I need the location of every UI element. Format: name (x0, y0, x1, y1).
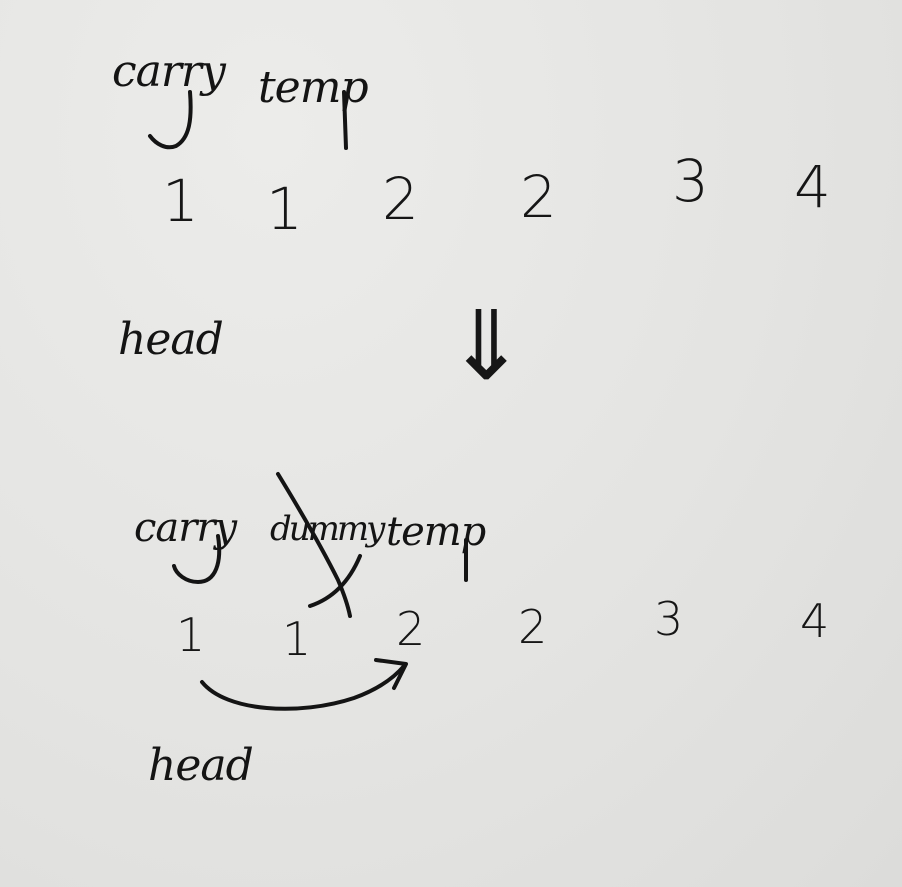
bottom-node-2: 1 (282, 612, 312, 666)
top-head-label: head (118, 314, 224, 365)
bottom-carry-label: carry (134, 505, 237, 551)
top-carry-pointer-stroke (148, 90, 193, 150)
top-node-5: 3 (672, 147, 709, 215)
top-node-4: 2 (520, 163, 557, 231)
bottom-node-1: 1 (176, 608, 206, 662)
bottom-node-5: 3 (654, 592, 684, 646)
top-temp-label: temp (258, 62, 369, 113)
bottom-node-6: 4 (800, 594, 830, 648)
top-node-2: 1 (266, 175, 303, 243)
bottom-temp-label: temp (386, 509, 486, 555)
bottom-node-3: 2 (396, 602, 426, 656)
bottom-head-label: head (148, 740, 254, 791)
bottom-node-4: 2 (518, 600, 548, 654)
top-node-1: 1 (162, 167, 199, 235)
top-carry-label: carry (112, 46, 226, 97)
bottom-dummy-label: dummy (270, 509, 385, 549)
skip-link-arrowhead (374, 658, 408, 690)
top-node-6: 4 (794, 153, 831, 221)
skip-link-curve (200, 664, 406, 711)
transition-arrow: ⇓ (446, 290, 527, 402)
top-node-3: 2 (382, 165, 419, 233)
dummy-strike-stroke-2 (308, 554, 362, 608)
